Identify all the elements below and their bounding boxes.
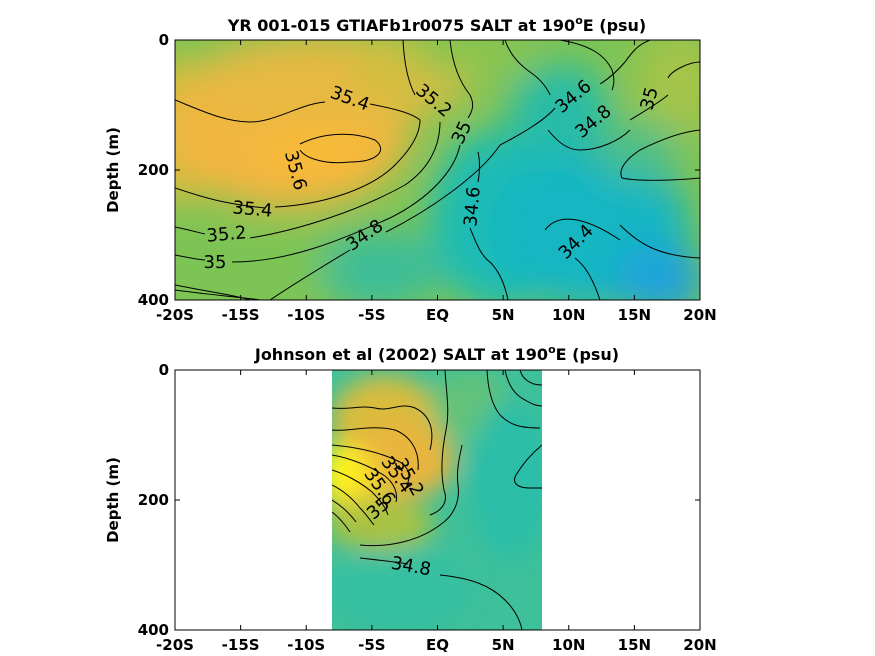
y-tick-label: 200 — [138, 161, 169, 179]
contour-label: 35.2 — [206, 222, 248, 246]
contour-line — [332, 405, 433, 451]
x-tick-label: -15S — [222, 636, 260, 654]
contour-line — [249, 121, 441, 239]
top-panel: YR 001-015 GTIAFb1r0075 SALT at 190oE (p… — [104, 14, 717, 324]
contour-line — [332, 454, 398, 503]
x-tick-label: -10S — [287, 636, 325, 654]
x-tick-label: 20N — [683, 306, 716, 324]
x-tick-label: 5N — [492, 306, 515, 324]
contour-line — [332, 469, 389, 516]
bottom-axis: -20S -15S -10S -5S EQ 5N 10N 15N 20N 0 200 400 — [138, 361, 717, 654]
contour-line — [504, 40, 551, 96]
x-tick-label: -20S — [156, 636, 194, 654]
contour-line — [469, 227, 509, 300]
contour-line — [449, 40, 474, 119]
top-y-axis-label: Depth (m) — [104, 127, 122, 213]
contour-line — [175, 284, 251, 300]
contour-line — [369, 103, 421, 121]
contour-line — [667, 61, 700, 79]
x-tick-label: 5N — [492, 636, 515, 654]
contour-line — [359, 557, 409, 565]
contour-line — [332, 427, 419, 471]
contour-line — [514, 444, 542, 489]
x-tick-label: 10N — [552, 306, 585, 324]
contour-line — [269, 249, 351, 300]
contour-line — [559, 40, 615, 91]
contour-line — [439, 574, 523, 630]
bottom-contour-lines — [332, 370, 542, 630]
contour-line — [175, 254, 206, 261]
x-tick-label: 15N — [618, 636, 651, 654]
contour-line — [499, 107, 556, 146]
contour-line — [429, 370, 449, 516]
contour-label: 34.6 — [460, 186, 484, 228]
top-salinity-field — [175, 40, 700, 300]
y-tick-label: 400 — [138, 621, 169, 639]
contour-line — [299, 133, 382, 164]
x-tick-label: EQ — [426, 306, 449, 324]
contour-line — [402, 40, 416, 96]
x-tick-label: -20S — [156, 306, 194, 324]
contour-line — [175, 289, 261, 300]
contour-line — [175, 99, 326, 123]
x-tick-label: -15S — [222, 306, 260, 324]
contour-line — [332, 499, 357, 523]
x-tick-label: -5S — [358, 306, 385, 324]
x-tick-label: -5S — [358, 636, 385, 654]
y-tick-label: 0 — [159, 361, 169, 379]
x-tick-label: 10N — [552, 636, 585, 654]
contour-line — [332, 484, 375, 526]
contour-line — [620, 129, 700, 181]
contour-line — [544, 218, 621, 241]
contour-line — [599, 40, 651, 85]
contour-label: 35 — [204, 252, 227, 273]
contour-line — [629, 94, 669, 121]
contour-line — [274, 119, 421, 208]
x-tick-label: 20N — [683, 636, 716, 654]
contour-line — [619, 224, 700, 259]
x-tick-label: -10S — [287, 306, 325, 324]
contour-line — [231, 144, 461, 263]
contour-line — [574, 257, 601, 300]
bottom-salinity-field — [332, 370, 542, 630]
y-tick-label: 0 — [159, 31, 169, 49]
x-tick-label: EQ — [426, 636, 449, 654]
top-panel-title: YR 001-015 GTIAFb1r0075 SALT at 190oE (p… — [227, 14, 647, 35]
contour-line — [175, 226, 206, 235]
contour-line — [359, 444, 463, 547]
contour-line — [477, 151, 480, 183]
contour-line — [385, 144, 501, 233]
x-tick-label: 15N — [618, 306, 651, 324]
bottom-panel-title: Johnson et al (2002) SALT at 190oE (psu) — [254, 343, 619, 364]
contour-line — [519, 370, 542, 386]
contour-line — [547, 129, 631, 151]
bottom-panel: Johnson et al (2002) SALT at 190oE (psu) — [104, 343, 717, 654]
contour-line — [504, 370, 542, 407]
top-contour-lines — [175, 40, 700, 300]
contour-line — [332, 511, 351, 533]
top-axis: -20S -15S -10S -5S EQ 5N 10N 15N 20N 0 200 400 — [138, 31, 717, 324]
contour-line — [486, 370, 541, 429]
contour-line — [175, 187, 266, 209]
contour-line — [332, 444, 410, 491]
y-tick-label: 200 — [138, 491, 169, 509]
bottom-y-axis-label: Depth (m) — [104, 457, 122, 543]
contour-label: 35.4 — [232, 197, 274, 221]
y-tick-label: 400 — [138, 291, 169, 309]
